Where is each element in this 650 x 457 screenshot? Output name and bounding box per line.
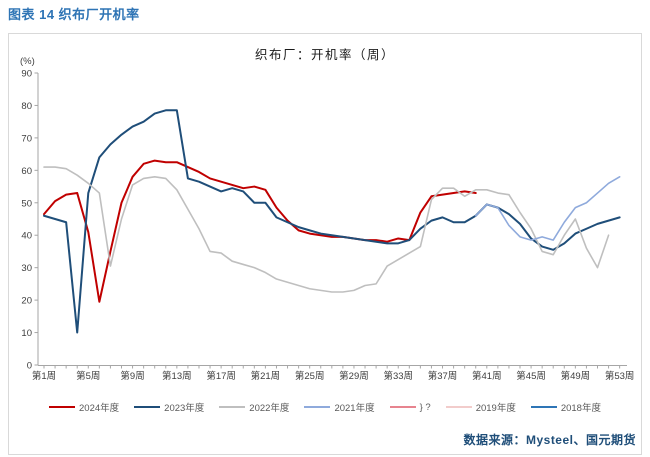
series-lines	[43, 109, 621, 334]
y-tick-label: 50	[21, 198, 32, 209]
y-axis-ticks: 0 10 20 30 40 50 60 70 80 90	[21, 69, 38, 372]
legend-item: 2019年度	[445, 400, 516, 414]
chart-title: 织布厂：开机率（周）	[254, 48, 395, 62]
legend-item: 2021年度	[304, 400, 375, 414]
y-tick-label: 90	[21, 69, 32, 80]
y-tick-label: 30	[21, 263, 32, 274]
legend-swatch	[134, 406, 161, 408]
page-title: 图表 14 织布厂开机率	[8, 7, 140, 22]
data-source: 数据来源：Mysteel、国元期货	[463, 433, 636, 447]
y-tick-label: 20	[21, 296, 32, 307]
x-tick-label: 第49周	[561, 370, 591, 382]
x-tick-label: 第45周	[516, 370, 546, 382]
x-axis-ticks: 第1周 第5周 第9周 第13周 第17周 第21周 第25周 第29周 第33周 第37周 第41…	[32, 365, 635, 382]
chart-legend: 2024年度 2023年度 2022年度 2021年度 } ? 2019年度 2018年度	[9, 400, 641, 414]
legend-swatch	[445, 406, 472, 408]
x-tick-label: 第21周	[251, 370, 281, 382]
legend-item: 2024年度	[49, 400, 119, 414]
legend-swatch	[304, 406, 331, 408]
x-tick-label: 第5周	[76, 370, 100, 382]
y-tick-label: 80	[21, 101, 32, 112]
legend-swatch	[49, 406, 76, 408]
x-tick-label: 第41周	[472, 370, 502, 382]
x-tick-label: 第29周	[339, 370, 369, 382]
y-tick-label: 40	[21, 231, 32, 242]
series-line-2024年度	[43, 159, 477, 303]
legend-label: 2024年度	[79, 403, 120, 414]
legend-label: 2023年度	[164, 403, 205, 414]
legend-label: } ?	[419, 401, 431, 413]
x-tick-label: 第37周	[428, 370, 458, 382]
x-tick-label: 第9周	[120, 370, 144, 382]
chart-card	[8, 33, 642, 455]
x-tick-label: 第13周	[162, 370, 192, 382]
legend-swatch	[219, 406, 246, 408]
y-tick-label: 70	[21, 133, 32, 144]
y-axis-unit-label: (%)	[20, 56, 35, 67]
legend-label: 2021年度	[334, 403, 375, 414]
series-line-2022年度	[43, 166, 610, 293]
legend-item: 2023年度	[134, 400, 204, 414]
series-line-2021年度	[474, 176, 621, 241]
x-tick-label: 第25周	[295, 370, 325, 382]
legend-item: 2022年度	[219, 400, 289, 414]
x-tick-label: 第17周	[206, 370, 236, 382]
y-tick-label: 0	[27, 361, 32, 372]
legend-label: 2019年度	[475, 403, 516, 414]
y-tick-label: 10	[21, 328, 32, 339]
axes	[37, 73, 627, 366]
legend-item: } ?	[389, 401, 431, 413]
legend-swatch	[530, 406, 557, 408]
x-tick-label: 第1周	[32, 370, 56, 382]
legend-label: 2018年度	[560, 403, 601, 414]
legend-label: 2022年度	[249, 403, 290, 414]
legend-swatch	[389, 406, 416, 408]
y-tick-label: 60	[21, 166, 32, 177]
legend-item: 2018年度	[530, 400, 601, 414]
series-line-2023年度	[43, 109, 621, 334]
x-tick-label: 第33周	[383, 370, 413, 382]
x-tick-label: 第53周	[605, 370, 635, 382]
